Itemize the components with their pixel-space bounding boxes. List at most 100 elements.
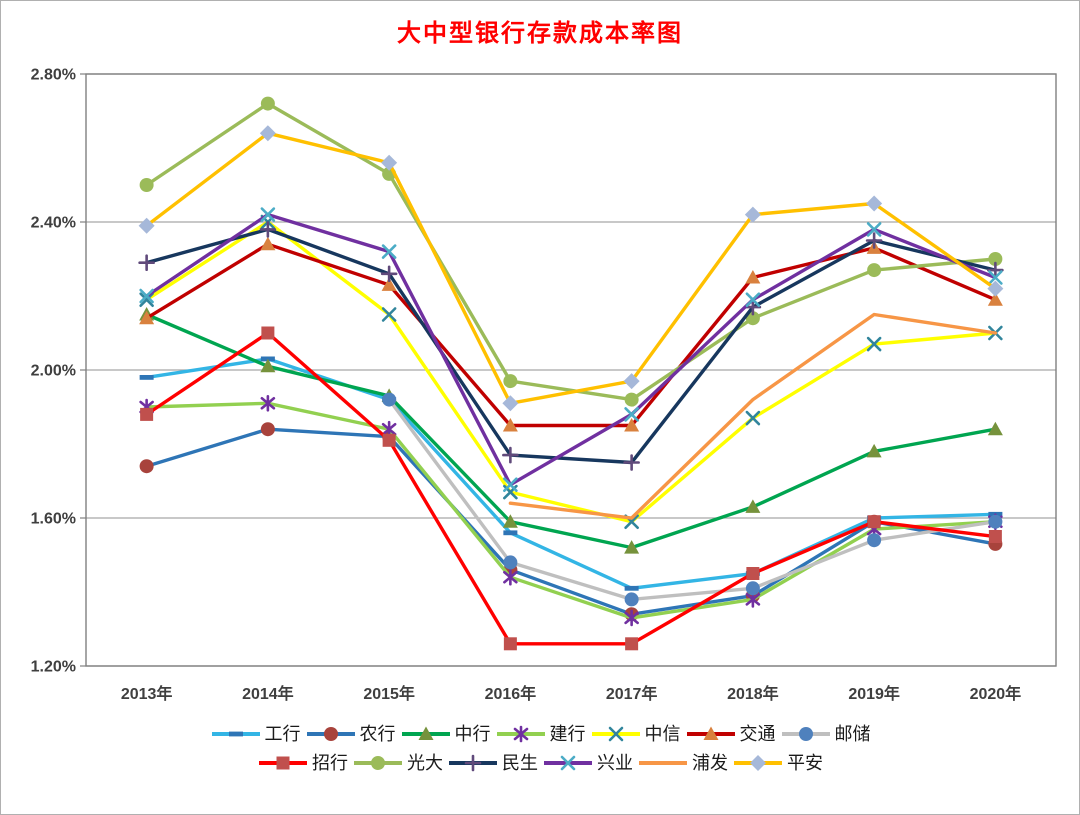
legend-item-建行: 建行 [495, 723, 586, 745]
series-marker-x-icon [381, 307, 397, 322]
legend-label: 邮储 [834, 724, 871, 744]
series-marker-diamond-icon [987, 280, 1004, 297]
series-marker-circle-icon [323, 727, 338, 741]
legend-label: 光大 [407, 753, 443, 773]
chart-title: 大中型银行存款成本率图 [397, 20, 683, 47]
series-marker-circle-icon [260, 96, 275, 111]
legend-item-招行: 招行 [257, 752, 348, 774]
legend-item-兴业: 兴业 [542, 752, 633, 774]
series-marker-x-icon [866, 336, 882, 352]
series-marker-circle-icon [988, 514, 1003, 529]
series-marker-square-icon [625, 637, 639, 651]
legend-item-浦发: 浦发 [637, 752, 728, 774]
legend-row: 招行 光大 民生 兴业 浦发 平安 [257, 752, 823, 774]
series-marker-plus-icon [865, 232, 883, 249]
series-marker-plus-icon [138, 254, 155, 272]
series-line-浦发 [508, 312, 998, 520]
series-marker-diamond-icon [744, 206, 761, 223]
series-marker-circle-icon [139, 178, 154, 192]
series-marker-circle-icon [988, 252, 1003, 266]
legend-key-icon [259, 756, 307, 770]
legend-item-工行: 工行 [210, 723, 301, 745]
series-marker-x-icon [624, 407, 639, 422]
x-axis-label: 2018年 [727, 684, 779, 703]
series-line-光大 [144, 101, 998, 402]
legend-item-中行: 中行 [400, 723, 491, 745]
series-marker-dash-icon [228, 731, 243, 737]
legend-item-中信: 中信 [590, 723, 681, 745]
series-marker-x-icon [560, 755, 576, 771]
series-line-平安 [144, 131, 998, 405]
series-marker-circle-icon [503, 555, 518, 570]
series-marker-triangle-icon [502, 418, 518, 432]
legend-key-icon [734, 755, 782, 771]
series-marker-asterisk-icon [260, 394, 276, 412]
series-marker-dash-icon [624, 585, 639, 591]
series-marker-triangle-icon [418, 726, 433, 740]
series-marker-diamond-icon [502, 395, 519, 412]
legend-label: 建行 [549, 724, 586, 744]
legend-key-icon [449, 754, 497, 772]
series-marker-triangle-icon [987, 292, 1003, 306]
x-axis-label: 2013年 [121, 684, 173, 703]
series-marker-x-icon [745, 292, 761, 308]
plot-area [85, 73, 1057, 667]
series-marker-circle-icon [798, 727, 813, 741]
series-marker-circle-icon [382, 392, 397, 407]
series-marker-plus-icon [987, 261, 1004, 279]
series-marker-dash-icon [139, 375, 154, 380]
legend-key-icon [639, 761, 687, 765]
series-line-招行 [144, 331, 998, 646]
legend-item-交通: 交通 [685, 723, 776, 745]
legend-item-邮储: 邮储 [780, 723, 871, 745]
series-marker-diamond-icon [381, 154, 398, 171]
series-marker-dash-icon [503, 530, 518, 536]
series-marker-asterisk-icon [513, 725, 528, 743]
y-axis-label: 2.00% [31, 363, 76, 380]
legend-key-icon [781, 727, 830, 741]
legend-label: 农行 [359, 724, 396, 744]
legend-label: 浦发 [692, 753, 728, 773]
legend-item-民生: 民生 [447, 752, 538, 774]
x-axis-label: 2014年 [242, 684, 294, 703]
series-marker-square-icon [382, 433, 396, 447]
series-marker-circle-icon [503, 374, 518, 389]
series-marker-circle-icon [745, 311, 760, 326]
legend-row: 工行 农行 中行 建行 中信 交通 邮储 [210, 723, 871, 745]
legend-key-icon [401, 726, 450, 740]
x-axis-label: 2015年 [363, 684, 415, 703]
series-marker-square-icon [503, 637, 517, 651]
series-marker-diamond-icon [259, 125, 276, 142]
legend-label: 中信 [644, 724, 681, 744]
y-axis-label: 1.60% [31, 511, 76, 528]
series-marker-square-icon [988, 530, 1002, 543]
legend-item-农行: 农行 [305, 723, 396, 745]
legend-label: 招行 [312, 753, 348, 773]
legend-key-icon [496, 725, 545, 743]
y-axis-label: 1.20% [31, 659, 76, 676]
series-marker-triangle-icon [139, 310, 155, 325]
series-marker-triangle-icon [745, 270, 761, 284]
series-line-兴业 [144, 212, 998, 487]
legend-item-平安: 平安 [732, 752, 823, 774]
x-axis-label: 2017年 [606, 684, 658, 703]
series-marker-triangle-icon [866, 443, 882, 458]
series-marker-diamond-icon [750, 755, 766, 771]
legend-item-光大: 光大 [352, 752, 443, 774]
series-marker-x-icon [381, 244, 397, 259]
series-marker-square-icon [746, 567, 760, 580]
series-line-农行 [144, 427, 998, 616]
series-line-建行 [144, 401, 998, 620]
series-line-中行 [144, 312, 998, 550]
series-marker-diamond-icon [623, 373, 640, 390]
series-marker-x-icon [608, 726, 623, 742]
series-marker-circle-icon [624, 392, 639, 407]
legend-label: 交通 [739, 724, 776, 744]
y-axis-label: 2.40% [31, 215, 76, 232]
legend-key-icon [591, 726, 640, 742]
series-marker-circle-icon [745, 581, 760, 596]
series-marker-x-icon [260, 207, 276, 222]
legend-key-icon [306, 727, 355, 741]
series-marker-triangle-icon [703, 726, 718, 740]
